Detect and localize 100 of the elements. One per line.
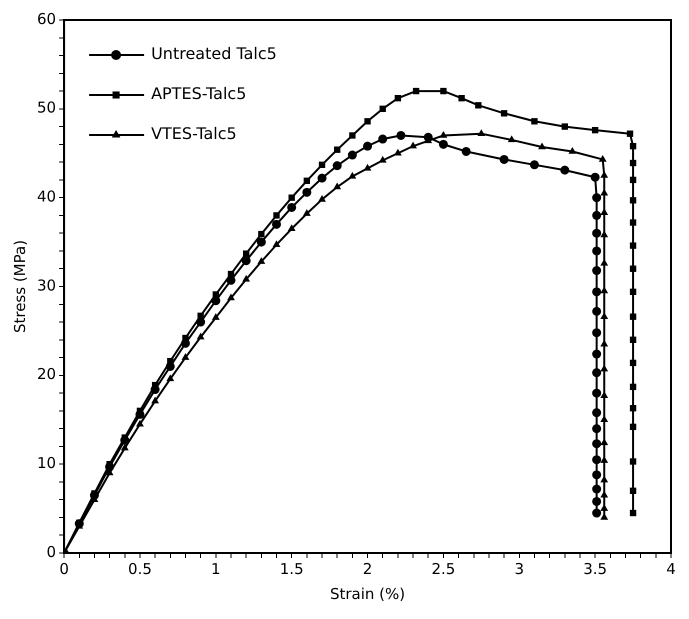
legend-label: APTES-Talc5 — [151, 84, 246, 104]
point — [630, 266, 636, 272]
point — [630, 488, 636, 494]
point — [630, 288, 636, 296]
point — [196, 332, 205, 340]
legend-label: Untreated Talc5 — [151, 44, 277, 64]
point — [592, 408, 602, 418]
y-tick-label: 0 — [46, 542, 56, 561]
point — [227, 294, 235, 300]
point — [363, 142, 372, 151]
point — [348, 172, 356, 179]
point — [302, 209, 311, 216]
y-tick-label: 10 — [36, 454, 56, 472]
point — [302, 188, 312, 197]
point — [562, 123, 568, 130]
point — [568, 146, 576, 154]
point — [348, 150, 357, 160]
point — [592, 126, 598, 134]
x-tick-label: 0.5 — [128, 560, 152, 578]
point — [630, 510, 636, 516]
point — [150, 385, 160, 394]
y-tick-label: 30 — [36, 276, 56, 294]
point — [458, 94, 465, 102]
point — [630, 314, 636, 320]
legend-label: VTES-Talc5 — [151, 124, 237, 144]
point — [630, 336, 636, 343]
point — [626, 130, 634, 137]
point — [560, 166, 570, 175]
point — [334, 146, 340, 153]
point — [196, 318, 206, 327]
point — [378, 156, 387, 163]
point — [500, 110, 508, 116]
point — [333, 182, 342, 190]
y-tick-label: 50 — [36, 98, 56, 117]
point — [630, 242, 636, 249]
point — [394, 94, 402, 102]
point — [630, 424, 636, 430]
point — [592, 246, 602, 256]
x-tick-label: 3 — [514, 560, 524, 578]
point — [212, 313, 220, 320]
point — [166, 374, 174, 382]
point — [531, 118, 538, 124]
point — [630, 176, 636, 184]
point — [288, 224, 296, 232]
point — [318, 174, 327, 183]
point — [592, 228, 602, 238]
point — [475, 102, 482, 108]
x-tick-label: 2 — [362, 560, 372, 578]
point — [592, 328, 602, 338]
point — [440, 88, 447, 94]
point — [500, 154, 509, 164]
y-tick-label: 40 — [36, 188, 56, 206]
point — [412, 88, 420, 94]
point — [630, 405, 636, 412]
point — [136, 420, 144, 426]
point — [424, 132, 433, 142]
x-tick-label: 0 — [59, 560, 69, 578]
point — [378, 134, 388, 144]
point — [120, 436, 130, 445]
x-tick-label: 1.5 — [280, 560, 304, 578]
point — [592, 350, 602, 359]
point — [630, 384, 636, 390]
point — [477, 129, 486, 136]
point — [592, 470, 602, 480]
point — [151, 396, 160, 404]
point — [288, 194, 295, 201]
point — [332, 161, 342, 170]
point — [272, 240, 280, 247]
point — [257, 257, 266, 264]
point — [598, 154, 607, 162]
point — [394, 148, 402, 156]
point — [364, 118, 371, 124]
point — [318, 162, 326, 168]
point — [592, 287, 602, 296]
point — [120, 444, 129, 450]
point — [592, 439, 602, 448]
y-axis-title: Stress (MPa) — [10, 240, 29, 334]
point — [630, 197, 636, 204]
point — [287, 202, 296, 212]
point — [256, 238, 266, 247]
point — [364, 164, 372, 171]
y-tick-label: 20 — [36, 365, 56, 384]
point — [304, 178, 310, 184]
point — [538, 142, 546, 150]
point — [242, 250, 250, 257]
point — [74, 519, 84, 528]
point — [396, 130, 406, 140]
x-tick-label: 3.5 — [583, 560, 608, 578]
x-tick-label: 1 — [211, 560, 221, 578]
point — [630, 219, 636, 226]
x-axis-title: Strain (%) — [330, 584, 406, 603]
point — [258, 230, 265, 238]
point — [272, 220, 282, 229]
point — [380, 106, 386, 112]
point — [630, 142, 636, 150]
point — [592, 193, 602, 202]
point — [349, 132, 356, 139]
point — [592, 210, 602, 220]
point — [182, 353, 190, 360]
point — [592, 455, 602, 464]
